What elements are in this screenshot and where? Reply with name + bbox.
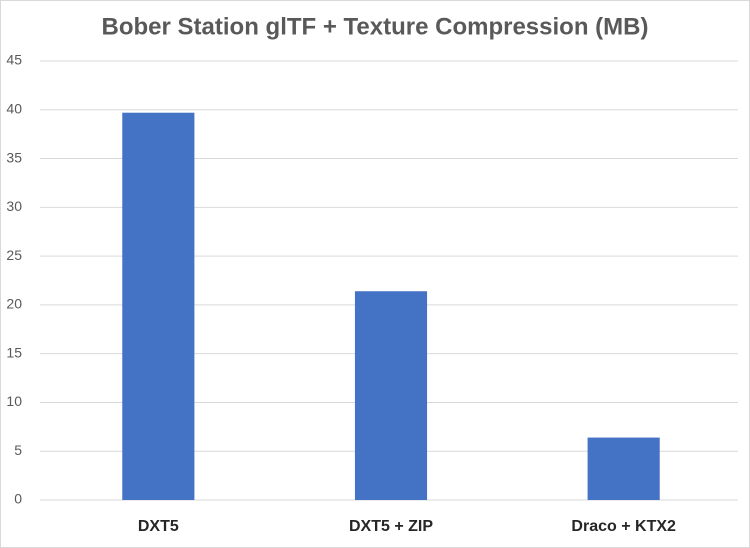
y-tick-label: 0	[14, 491, 22, 507]
y-tick-label: 15	[6, 344, 22, 360]
y-tick-label: 5	[14, 442, 22, 458]
y-tick-label: 10	[6, 393, 22, 409]
y-tick-label: 30	[6, 198, 22, 214]
bar	[122, 112, 195, 501]
y-tick-label: 35	[6, 149, 22, 165]
chart-title: Bober Station glTF + Texture Compression…	[102, 13, 649, 40]
x-tick-label: Draco + KTX2	[571, 518, 676, 535]
bar	[587, 437, 660, 500]
bar	[354, 291, 428, 500]
x-tick-label: DXT5	[138, 518, 179, 535]
y-tick-label: 40	[6, 100, 22, 116]
y-tick-label: 20	[6, 296, 22, 312]
y-tick-label: 25	[6, 247, 22, 263]
y-tick-label: 45	[6, 52, 22, 68]
x-tick-label: DXT5 + ZIP	[349, 518, 433, 535]
